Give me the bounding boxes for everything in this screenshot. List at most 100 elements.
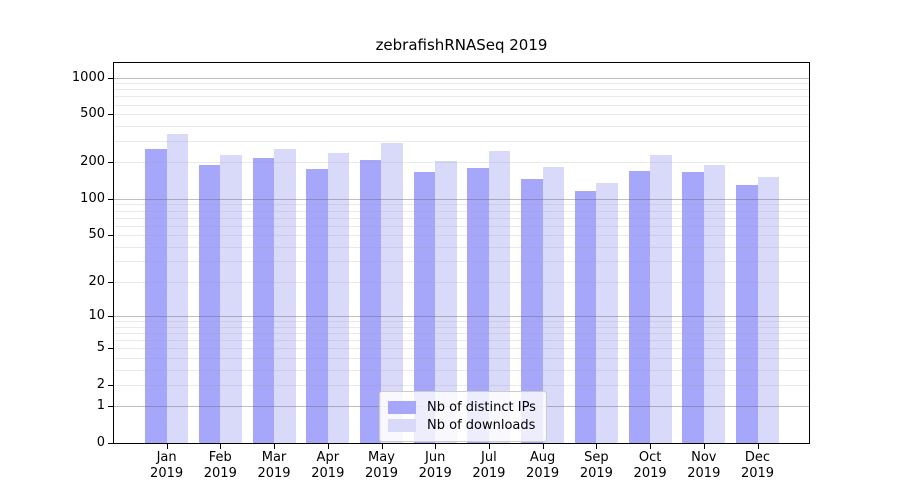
legend-item-downloads: Nb of downloads bbox=[388, 417, 536, 434]
bar-downloads bbox=[757, 176, 780, 443]
x-tick-month: Oct bbox=[638, 450, 662, 465]
y-tick-label: 0 bbox=[96, 435, 105, 450]
y-tick-label: 10 bbox=[88, 308, 105, 324]
x-tick-month: May bbox=[368, 450, 395, 465]
minor-gridline bbox=[114, 261, 809, 263]
bar-downloads bbox=[220, 154, 242, 443]
x-tick-year: 2019 bbox=[472, 466, 506, 481]
x-tick-month: Apr bbox=[316, 450, 340, 465]
chart-title: zebrafishRNASeq 2019 bbox=[375, 36, 548, 54]
bar-distinct-ips bbox=[145, 148, 167, 443]
x-tick-year: 2019 bbox=[633, 466, 667, 481]
x-tick-label: Aug 2019 bbox=[511, 450, 575, 482]
minor-gridline bbox=[114, 333, 809, 334]
y-tick-mark bbox=[108, 443, 113, 444]
minor-gridline bbox=[114, 384, 809, 386]
bar-downloads bbox=[596, 183, 618, 443]
legend-label-distinct-ips: Nb of distinct IPs bbox=[427, 400, 536, 415]
x-tick-year: 2019 bbox=[740, 466, 775, 481]
bar-distinct-ips bbox=[413, 171, 436, 443]
minor-gridline bbox=[114, 96, 809, 98]
x-tick-label: Feb 2019 bbox=[188, 450, 252, 482]
x-tick-year: 2019 bbox=[257, 466, 291, 481]
x-tick-label: Mar 2019 bbox=[242, 450, 306, 482]
x-tick-label: Jul 2019 bbox=[457, 450, 521, 482]
y-tick-mark bbox=[108, 198, 113, 200]
bar-distinct-ips bbox=[628, 170, 651, 443]
y-tick-label: 2 bbox=[96, 376, 105, 392]
x-tick-month: Mar bbox=[261, 450, 287, 465]
y-tick-mark bbox=[108, 406, 113, 408]
minor-gridline bbox=[114, 357, 809, 359]
bar-distinct-ips bbox=[198, 164, 221, 443]
bar-distinct-ips bbox=[521, 178, 543, 443]
x-tick-mark bbox=[542, 444, 544, 449]
bar-downloads bbox=[381, 143, 403, 443]
y-tick-mark bbox=[108, 162, 113, 164]
bar-downloads bbox=[650, 155, 672, 443]
y-tick-mark bbox=[108, 114, 113, 116]
x-tick-year: 2019 bbox=[364, 466, 399, 481]
minor-gridline bbox=[114, 281, 809, 283]
minor-gridline bbox=[114, 217, 809, 219]
minor-gridline bbox=[114, 235, 809, 236]
x-tick-mark bbox=[381, 444, 383, 449]
x-tick-mark bbox=[703, 444, 705, 449]
x-tick-label: May 2019 bbox=[350, 450, 414, 482]
minor-gridline bbox=[114, 348, 809, 350]
minor-gridline bbox=[114, 204, 809, 206]
legend-swatch-downloads bbox=[388, 419, 416, 432]
x-tick-mark bbox=[435, 444, 437, 449]
x-tick-year: 2019 bbox=[687, 466, 721, 481]
x-tick-label: Oct 2019 bbox=[618, 450, 682, 482]
x-tick-year: 2019 bbox=[579, 466, 613, 481]
x-tick-month: Aug bbox=[529, 450, 556, 465]
minor-gridline bbox=[114, 162, 809, 164]
bar-downloads bbox=[488, 151, 511, 443]
plot-area bbox=[113, 62, 810, 444]
x-tick-mark bbox=[220, 444, 222, 449]
bar-downloads bbox=[327, 153, 350, 443]
y-tick-label: 50 bbox=[88, 227, 105, 242]
y-tick-label: 1 bbox=[96, 398, 105, 414]
x-tick-label: Apr 2019 bbox=[296, 450, 360, 482]
major-gridline bbox=[114, 316, 809, 318]
minor-gridline bbox=[114, 369, 809, 371]
y-tick-label: 1000 bbox=[71, 69, 105, 85]
minor-gridline bbox=[114, 114, 809, 116]
x-tick-month: Sep bbox=[584, 450, 609, 465]
x-tick-month: Jul bbox=[481, 450, 497, 465]
legend: Nb of distinct IPs Nb of downloads bbox=[379, 391, 547, 442]
x-tick-mark bbox=[757, 444, 759, 449]
minor-gridline bbox=[114, 326, 809, 328]
x-tick-mark bbox=[596, 444, 598, 449]
legend-label-downloads: Nb of downloads bbox=[427, 418, 536, 433]
x-tick-year: 2019 bbox=[311, 466, 345, 481]
y-tick-mark bbox=[108, 348, 113, 350]
bar-distinct-ips bbox=[574, 190, 597, 443]
minor-gridline bbox=[114, 125, 809, 127]
bar-downloads bbox=[274, 149, 296, 443]
x-tick-mark bbox=[166, 444, 168, 449]
minor-gridline bbox=[114, 246, 809, 248]
x-tick-label: Sep 2019 bbox=[564, 450, 628, 482]
x-tick-year: 2019 bbox=[418, 466, 452, 481]
x-tick-mark bbox=[650, 444, 652, 449]
x-tick-month: Jun bbox=[425, 450, 446, 465]
legend-swatch-distinct-ips bbox=[388, 401, 416, 414]
y-tick-mark bbox=[108, 281, 113, 283]
y-tick-mark bbox=[108, 235, 113, 236]
x-tick-label: Jun 2019 bbox=[403, 450, 467, 482]
x-tick-mark bbox=[274, 444, 275, 449]
bar-downloads bbox=[542, 167, 565, 443]
x-tick-year: 2019 bbox=[203, 466, 237, 481]
bar-distinct-ips bbox=[252, 157, 275, 443]
minor-gridline bbox=[114, 340, 809, 342]
x-tick-month: Jan bbox=[156, 450, 177, 465]
bar-distinct-ips bbox=[736, 185, 758, 443]
major-gridline bbox=[114, 198, 809, 200]
minor-gridline bbox=[114, 104, 809, 106]
x-tick-year: 2019 bbox=[150, 466, 184, 481]
bar-distinct-ips bbox=[359, 159, 382, 443]
x-tick-label: Dec 2019 bbox=[726, 450, 790, 482]
